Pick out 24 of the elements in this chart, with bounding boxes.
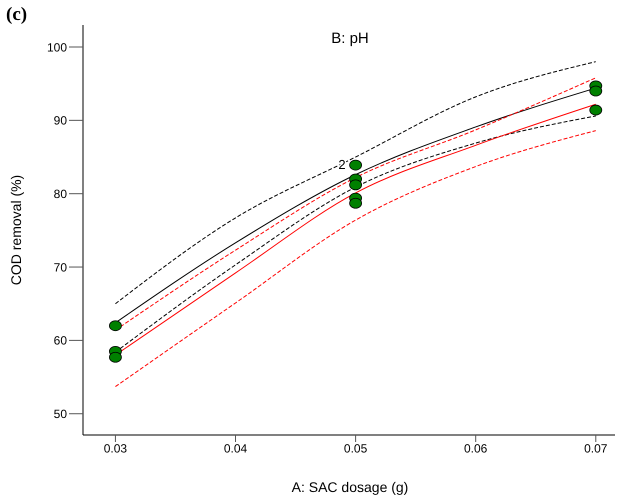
point (349, 179, 362, 190)
x-axis-title: A: SAC dosage (g) (290, 478, 410, 496)
point (589, 86, 602, 96)
point (349, 198, 362, 209)
point (349, 160, 362, 170)
point (589, 104, 602, 116)
x-tick-label: 0.05 (344, 442, 368, 456)
point (109, 320, 122, 332)
y-tick-label: 100 (46, 40, 68, 54)
x-tick-label: 0.07 (584, 442, 608, 456)
y-axis-title: COD removal (%) (7, 174, 25, 288)
y-tick-label: 60 (54, 334, 68, 348)
chart-title: B: pH (330, 30, 370, 47)
y-tick-label: 70 (54, 260, 68, 274)
text: (c) (6, 4, 28, 26)
y-tick-label: 80 (54, 186, 68, 201)
y-tick-label: 90 (54, 114, 68, 128)
point (109, 352, 122, 363)
x-tick-label: 0.06 (464, 442, 488, 456)
x-tick-label: 0.04 (224, 442, 248, 456)
x-tick-label: 0.03 (104, 442, 128, 456)
line-series (114, 61, 596, 304)
line-series (114, 130, 596, 388)
y-tick-label: 50 (54, 406, 68, 421)
